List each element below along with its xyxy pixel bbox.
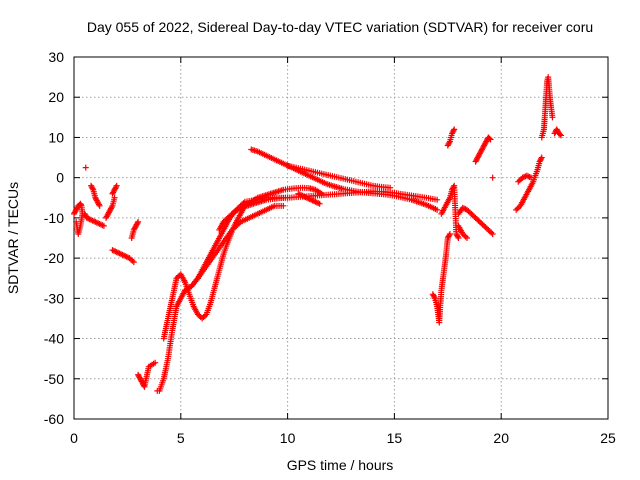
series-seg-q <box>429 230 453 326</box>
data-point <box>434 196 441 203</box>
data-point <box>108 204 115 211</box>
data-point <box>549 114 556 121</box>
series-seg-b <box>81 210 107 229</box>
x-tick-label: 25 <box>600 430 616 446</box>
y-tick-label: -60 <box>44 411 64 427</box>
series-seg-o <box>284 162 394 191</box>
data-point <box>538 155 545 162</box>
data-point <box>96 202 103 209</box>
plot-frame <box>73 56 609 420</box>
data-point <box>387 184 394 191</box>
data-markers <box>71 74 565 394</box>
data-point <box>446 232 453 239</box>
data-point <box>130 259 137 266</box>
data-point <box>89 185 96 192</box>
x-tick-label: 0 <box>70 430 78 446</box>
data-point <box>73 218 80 225</box>
data-point <box>100 222 107 229</box>
data-point <box>464 235 471 241</box>
data-point <box>489 230 496 237</box>
y-tick-label: 20 <box>48 89 64 105</box>
data-point <box>525 173 532 180</box>
series-seg-g <box>109 247 137 266</box>
axis-ticks: 0 5 10 15 20 25 -60 -50 -40 -30 -20 -10 0 10 20 30 <box>44 49 616 446</box>
y-tick-label: -30 <box>44 290 64 306</box>
series-seg-m <box>216 194 289 233</box>
data-point <box>280 202 287 209</box>
series-seg-c <box>82 164 89 171</box>
data-point <box>446 139 453 146</box>
series-seg-v <box>472 134 494 165</box>
data-point <box>556 131 563 138</box>
series-seg-r <box>438 182 462 241</box>
y-tick-label: -20 <box>44 250 64 266</box>
x-tick-label: 10 <box>280 430 296 446</box>
series-seg-i <box>135 359 159 390</box>
data-point <box>316 200 323 207</box>
series-seg-z <box>538 74 556 141</box>
data-point <box>486 135 493 142</box>
data-point <box>152 359 159 366</box>
data-point <box>282 194 289 201</box>
y-tick-label: -10 <box>44 210 64 226</box>
x-axis-label: GPS time / hours <box>287 457 394 473</box>
data-point <box>450 184 457 191</box>
series-seg-e <box>103 194 118 221</box>
x-tick-label: 15 <box>387 430 403 446</box>
series-seg-h <box>128 218 142 241</box>
data-point <box>489 174 496 181</box>
data-point <box>455 235 462 241</box>
series-seg-x <box>513 154 545 213</box>
series-seg-n <box>248 146 441 213</box>
grid-lines <box>74 57 608 419</box>
y-axis-label: SDTVAR / TECUs <box>5 182 21 294</box>
series-seg-f <box>109 182 120 197</box>
series-seg-u <box>455 222 471 241</box>
data-point <box>450 127 457 134</box>
series-seg-y <box>515 172 535 185</box>
series-seg-a <box>71 200 86 237</box>
series-seg-k <box>160 184 325 342</box>
data-point <box>528 174 535 181</box>
series-seg-t <box>455 204 496 237</box>
data-point <box>454 233 461 240</box>
x-tick-label: 20 <box>493 430 509 446</box>
data-point <box>82 164 89 171</box>
series-seg-aa <box>551 126 565 139</box>
data-point <box>446 230 453 237</box>
y-tick-label: 10 <box>48 129 64 145</box>
chart-title: Day 055 of 2022, Sidereal Day-to-day VTE… <box>87 19 593 35</box>
data-point <box>434 206 441 213</box>
y-tick-label: 30 <box>48 49 64 65</box>
series-seg-d <box>88 182 103 209</box>
series-seg-l <box>182 188 441 294</box>
y-tick-label: -40 <box>44 331 64 347</box>
data-point <box>113 184 120 191</box>
data-point <box>95 201 102 208</box>
data-point <box>135 218 142 225</box>
y-tick-label: -50 <box>44 371 64 387</box>
data-point <box>134 220 141 227</box>
x-tick-label: 5 <box>177 430 185 446</box>
data-point <box>451 126 458 133</box>
y-tick-label: 0 <box>56 170 64 186</box>
data-point <box>111 194 118 201</box>
data-point <box>558 132 565 139</box>
data-point <box>538 154 545 161</box>
data-point <box>431 293 438 300</box>
series-seg-w <box>489 174 496 181</box>
data-point <box>113 182 120 189</box>
series-seg-s <box>444 126 458 149</box>
data-point <box>487 136 494 143</box>
series-seg-p <box>295 190 323 207</box>
